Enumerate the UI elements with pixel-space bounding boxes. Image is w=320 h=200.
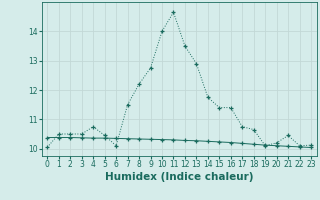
X-axis label: Humidex (Indice chaleur): Humidex (Indice chaleur) <box>105 172 253 182</box>
